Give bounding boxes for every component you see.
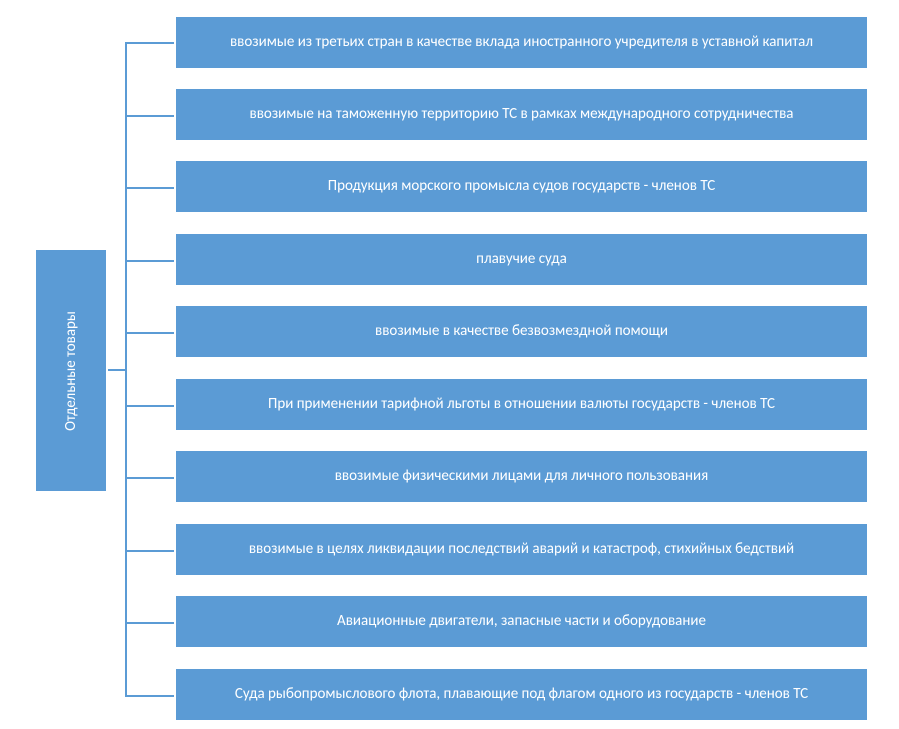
child-node: ввозимые в качестве безвозмездной помощи [174,304,869,359]
connector-branch [125,405,174,407]
child-label: ввозимые на таможенную территорию ТС в р… [250,105,794,125]
child-label: ввозимые в качестве безвозмездной помощи [375,322,668,342]
child-node: ввозимые на таможенную территорию ТС в р… [174,87,869,142]
child-node: Авиационные двигатели, запасные части и … [174,594,869,649]
child-node: При применении тарифной льготы в отношен… [174,377,869,432]
connector-branch [125,115,174,117]
child-label: Авиационные двигатели, запасные части и … [337,612,706,632]
connector-branch [125,695,174,697]
child-node: плавучие суда [174,232,869,287]
root-node: Отдельные товары [34,248,108,493]
child-label: ввозимые из третьих стран в качестве вкл… [230,33,813,53]
connector-branch [125,622,174,624]
connector-branch [125,477,174,479]
child-node: Продукция морского промысла судов госуда… [174,159,869,214]
child-node: Суда рыбопромыслового флота, плавающие п… [174,667,869,722]
child-label: Суда рыбопромыслового флота, плавающие п… [235,685,808,705]
connector-root-trunk [108,369,125,371]
connector-branch [125,332,174,334]
connector-branch [125,550,174,552]
connector-branch [125,260,174,262]
child-label: При применении тарифной льготы в отношен… [268,395,775,415]
child-node: ввозимые физическими лицами для личного … [174,449,869,504]
child-label: ввозимые физическими лицами для личного … [335,467,708,487]
child-node: ввозимые в целях ликвидации последствий … [174,522,869,577]
connector-branch [125,42,174,44]
child-label: ввозимые в целях ликвидации последствий … [249,540,794,560]
root-label: Отдельные товары [62,311,80,431]
child-node: ввозимые из третьих стран в качестве вкл… [174,15,869,70]
child-label: плавучие суда [476,250,567,270]
connector-vertical [125,42,127,697]
connector-branch [125,187,174,189]
child-label: Продукция морского промысла судов госуда… [328,177,715,197]
